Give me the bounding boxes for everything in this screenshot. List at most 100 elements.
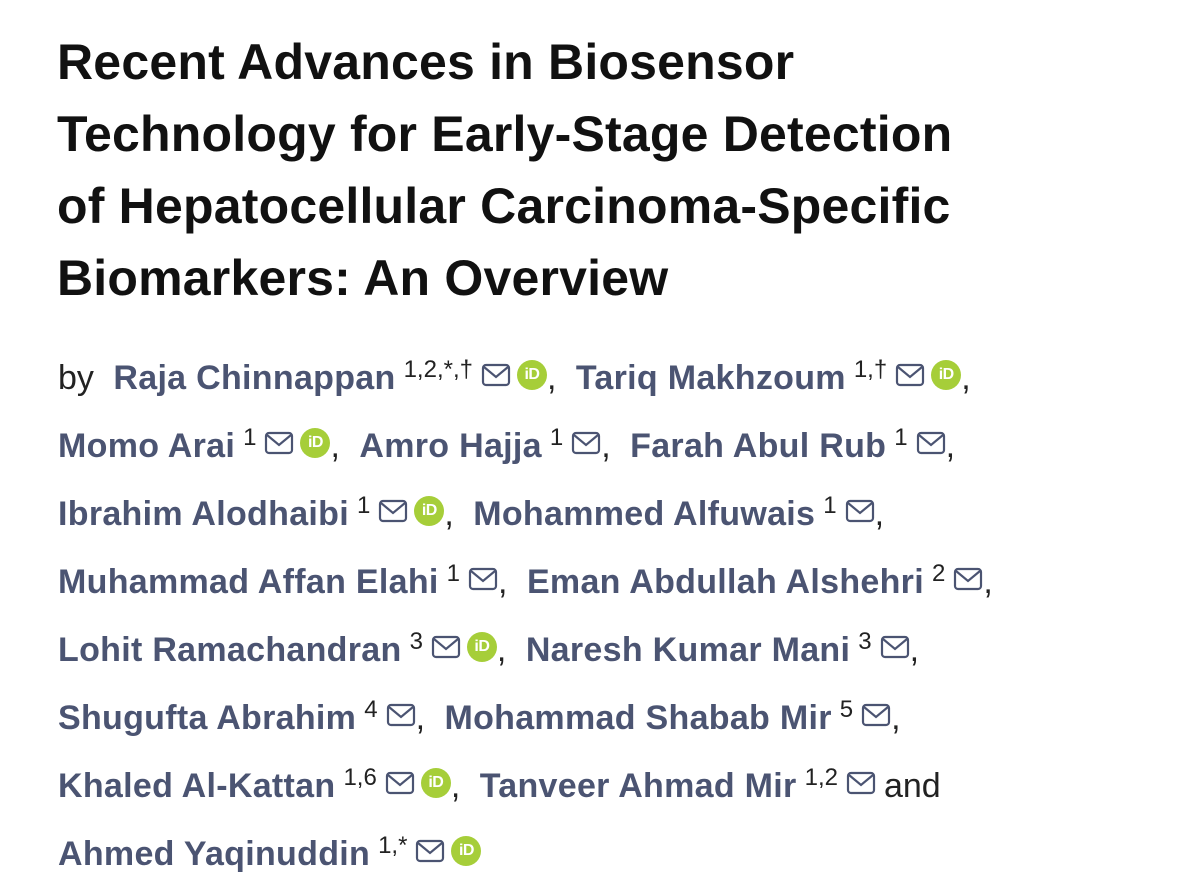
email-icon[interactable] bbox=[880, 635, 910, 659]
separator: , bbox=[415, 699, 426, 737]
affiliation-marker: 1,2 bbox=[804, 764, 838, 791]
orcid-badge[interactable]: iD bbox=[420, 768, 451, 798]
author-name[interactable]: Khaled Al-Kattan bbox=[58, 767, 336, 805]
envelope-body bbox=[845, 499, 874, 523]
author-name[interactable]: Ibrahim Alodhaibi bbox=[58, 495, 349, 533]
orcid-badge[interactable]: iD bbox=[414, 496, 445, 526]
envelope-body bbox=[379, 499, 408, 523]
author: Naresh Kumar Mani 3, bbox=[525, 628, 929, 669]
orcid-badge[interactable]: iD bbox=[300, 428, 331, 458]
author-name[interactable]: Naresh Kumar Mani bbox=[525, 631, 851, 669]
separator: and bbox=[883, 767, 941, 805]
author: Khaled Al-Kattan 1,6 iD, bbox=[58, 764, 470, 805]
author-name[interactable]: Tanveer Ahmad Mir bbox=[479, 767, 797, 805]
email-icon[interactable] bbox=[895, 363, 925, 387]
email-icon[interactable] bbox=[431, 635, 461, 659]
envelope-flap bbox=[266, 434, 293, 447]
separator: , bbox=[450, 767, 461, 805]
author: Tariq Makhzoum 1,† iD, bbox=[575, 356, 981, 397]
title-line: Recent Advances in Biosensor bbox=[57, 34, 795, 90]
envelope-flap bbox=[863, 706, 889, 719]
envelope-body bbox=[481, 363, 511, 387]
separator: , bbox=[891, 699, 901, 737]
envelope-flap bbox=[573, 434, 599, 447]
separator: , bbox=[330, 427, 340, 465]
orcid-badge[interactable]: iD bbox=[466, 632, 497, 662]
author-name[interactable]: Tariq Makhzoum bbox=[575, 359, 846, 397]
author-name[interactable]: Ahmed Yaqinuddin bbox=[58, 835, 371, 873]
orcid-badge[interactable]: iD bbox=[451, 836, 482, 866]
email-icon[interactable] bbox=[845, 499, 875, 523]
email-icon[interactable] bbox=[468, 567, 498, 591]
envelope-flap bbox=[380, 502, 407, 515]
envelope-body bbox=[386, 703, 415, 727]
email-icon[interactable] bbox=[916, 431, 946, 455]
affiliation-marker: 1,2,*,† bbox=[403, 356, 473, 383]
envelope-flap bbox=[433, 638, 459, 651]
envelope-body bbox=[265, 431, 294, 455]
email-icon[interactable] bbox=[378, 499, 408, 523]
envelope-body bbox=[431, 635, 461, 659]
envelope-body bbox=[846, 771, 876, 795]
email-icon[interactable] bbox=[264, 431, 294, 455]
title-line: Technology for Early-Stage Detection bbox=[57, 106, 953, 162]
author-name[interactable]: Mohammed Alfuwais bbox=[473, 495, 816, 533]
author-name[interactable]: Farah Abul Rub bbox=[630, 427, 887, 465]
author-name[interactable]: Amro Hajja bbox=[359, 427, 542, 465]
author: Lohit Ramachandran 3 iD, bbox=[58, 628, 516, 669]
email-icon[interactable] bbox=[571, 431, 601, 455]
separator: , bbox=[874, 495, 885, 533]
email-icon[interactable] bbox=[415, 839, 445, 863]
envelope-body bbox=[896, 363, 925, 387]
author-name[interactable]: Shugufta Abrahim bbox=[58, 699, 357, 737]
affiliation-marker: 1 bbox=[446, 560, 461, 587]
separator: , bbox=[546, 359, 557, 397]
author: Momo Arai 1 iD, bbox=[58, 424, 350, 465]
envelope-flap bbox=[470, 570, 496, 583]
author: Ibrahim Alodhaibi 1 iD, bbox=[58, 492, 464, 533]
email-icon[interactable] bbox=[385, 771, 415, 795]
author: Shugufta Abrahim 4, bbox=[58, 696, 435, 737]
affiliation-marker: 2 bbox=[931, 560, 946, 587]
author: Mohammed Alfuwais 1, bbox=[473, 492, 894, 533]
envelope-body bbox=[954, 567, 983, 591]
envelope-body bbox=[385, 771, 414, 795]
envelope-body bbox=[468, 567, 498, 591]
author-name[interactable]: Raja Chinnappan bbox=[113, 359, 396, 397]
orcid-badge[interactable]: iD bbox=[516, 360, 547, 390]
affiliation-marker: 1 bbox=[894, 424, 908, 451]
author-name[interactable]: Muhammad Affan Elahi bbox=[58, 563, 439, 601]
envelope-flap bbox=[848, 774, 874, 787]
email-icon[interactable] bbox=[846, 771, 876, 795]
email-icon[interactable] bbox=[861, 703, 891, 727]
affiliation-marker: 1,6 bbox=[343, 764, 377, 791]
envelope-flap bbox=[955, 570, 982, 583]
author: Raja Chinnappan 1,2,*,† iD, bbox=[113, 356, 566, 397]
separator: , bbox=[945, 427, 956, 465]
envelope-body bbox=[880, 635, 909, 659]
envelope-body bbox=[572, 431, 601, 455]
envelope-flap bbox=[897, 366, 923, 379]
envelope-body bbox=[916, 431, 945, 455]
author: Mohammad Shabab Mir 5, bbox=[444, 696, 910, 737]
title-line: of Hepatocellular Carcinoma-Specific bbox=[57, 178, 951, 234]
affiliation-marker: 3 bbox=[409, 628, 423, 655]
email-icon[interactable] bbox=[481, 363, 511, 387]
envelope-flap bbox=[917, 434, 944, 447]
author-name[interactable]: Lohit Ramachandran bbox=[58, 631, 402, 669]
affiliation-marker: 1,* bbox=[378, 832, 408, 859]
orcid-badge[interactable]: iD bbox=[931, 360, 962, 390]
author-name[interactable]: Momo Arai bbox=[58, 427, 236, 465]
email-icon[interactable] bbox=[386, 703, 416, 727]
envelope-flap bbox=[483, 366, 509, 379]
affiliation-marker: 3 bbox=[858, 628, 872, 655]
author-name[interactable]: Mohammad Shabab Mir bbox=[444, 699, 832, 737]
author: Amro Hajja 1, bbox=[359, 424, 620, 465]
affiliation-marker: 1 bbox=[823, 492, 837, 519]
envelope-flap bbox=[846, 502, 873, 515]
affiliation-marker: 4 bbox=[364, 696, 378, 723]
separator: , bbox=[498, 563, 508, 601]
author-name[interactable]: Eman Abdullah Alshehri bbox=[526, 563, 924, 601]
email-icon[interactable] bbox=[953, 567, 983, 591]
